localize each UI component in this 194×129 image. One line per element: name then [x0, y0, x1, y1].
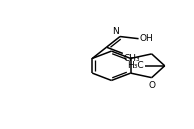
- Text: H₃C: H₃C: [127, 61, 144, 70]
- Text: O: O: [148, 82, 155, 90]
- Text: OH: OH: [139, 34, 153, 43]
- Text: N: N: [112, 27, 119, 36]
- Text: CH₃: CH₃: [124, 54, 140, 63]
